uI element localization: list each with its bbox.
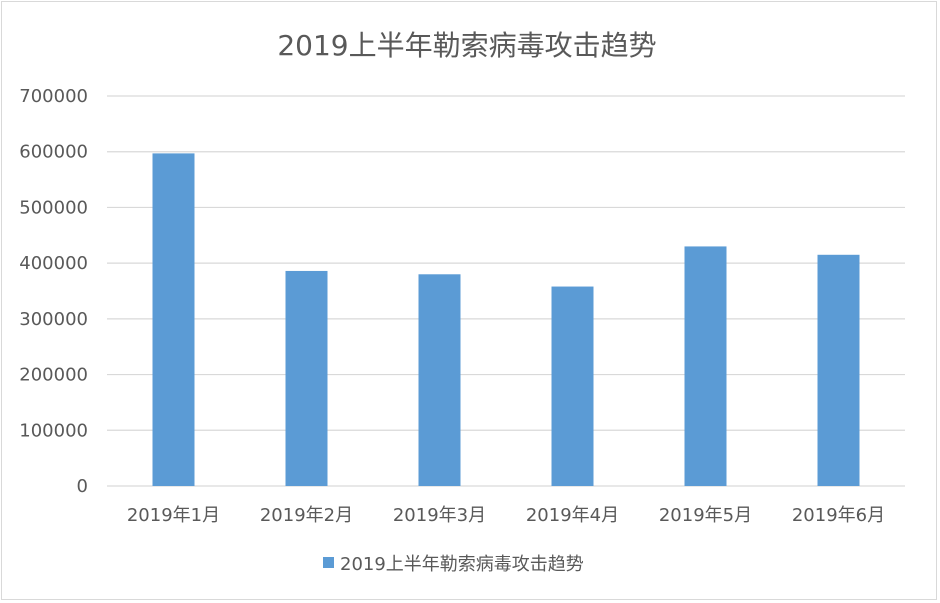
bar[interactable] bbox=[285, 270, 328, 486]
legend-swatch bbox=[323, 557, 334, 568]
gridlines bbox=[107, 95, 905, 487]
legend[interactable]: 2019上半年勒索病毒攻击趋势 bbox=[323, 554, 584, 575]
y-tick-label: 500000 bbox=[19, 197, 88, 218]
y-tick-label: 600000 bbox=[19, 142, 88, 163]
bars bbox=[152, 153, 860, 486]
x-tick-label: 2019年3月 bbox=[393, 505, 486, 526]
y-tick-label: 400000 bbox=[19, 253, 88, 274]
x-tick-label: 2019年2月 bbox=[260, 505, 353, 526]
bar[interactable] bbox=[684, 246, 727, 486]
bar[interactable] bbox=[418, 274, 461, 486]
x-axis-ticks: 2019年1月 2019年2月 2019年3月 2019年4月 2019年5月 2019年… bbox=[127, 505, 885, 526]
chart-title: 2019上半年勒索病毒攻击趋势 bbox=[277, 29, 656, 62]
y-tick-label: 300000 bbox=[19, 309, 88, 330]
y-axis-ticks: 0 100000 200000 300000 400000 500000 600000 700… bbox=[19, 86, 88, 497]
bar[interactable] bbox=[152, 153, 195, 486]
bar[interactable] bbox=[551, 286, 594, 486]
x-tick-label: 2019年6月 bbox=[792, 505, 885, 526]
y-tick-label: 100000 bbox=[19, 420, 88, 441]
x-tick-label: 2019年4月 bbox=[526, 505, 619, 526]
x-tick-label: 2019年5月 bbox=[659, 505, 752, 526]
y-tick-label: 0 bbox=[77, 476, 88, 497]
bar[interactable] bbox=[817, 254, 860, 486]
legend-label: 2019上半年勒索病毒攻击趋势 bbox=[340, 554, 584, 575]
x-tick-label: 2019年1月 bbox=[127, 505, 220, 526]
y-tick-label: 700000 bbox=[19, 86, 88, 107]
y-tick-label: 200000 bbox=[19, 365, 88, 386]
